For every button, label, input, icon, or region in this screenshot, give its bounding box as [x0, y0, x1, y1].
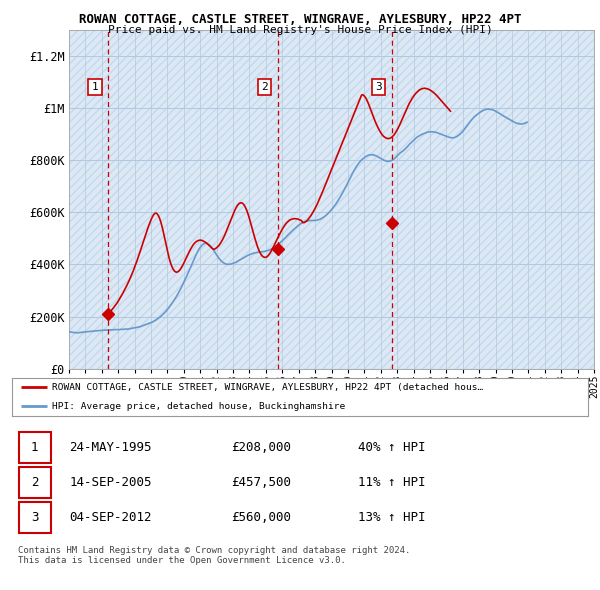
Text: 24-MAY-1995: 24-MAY-1995: [70, 441, 152, 454]
Text: 40% ↑ HPI: 40% ↑ HPI: [358, 441, 425, 454]
FancyBboxPatch shape: [19, 467, 50, 497]
Text: £208,000: £208,000: [231, 441, 291, 454]
Text: ROWAN COTTAGE, CASTLE STREET, WINGRAVE, AYLESBURY, HP22 4PT (detached hous…: ROWAN COTTAGE, CASTLE STREET, WINGRAVE, …: [52, 383, 484, 392]
Text: 3: 3: [375, 82, 382, 92]
Text: ROWAN COTTAGE, CASTLE STREET, WINGRAVE, AYLESBURY, HP22 4PT: ROWAN COTTAGE, CASTLE STREET, WINGRAVE, …: [79, 13, 521, 26]
Text: Price paid vs. HM Land Registry's House Price Index (HPI): Price paid vs. HM Land Registry's House …: [107, 25, 493, 35]
Text: Contains HM Land Registry data © Crown copyright and database right 2024.
This d: Contains HM Land Registry data © Crown c…: [18, 546, 410, 565]
Text: 11% ↑ HPI: 11% ↑ HPI: [358, 476, 425, 489]
Text: 1: 1: [92, 82, 98, 92]
FancyBboxPatch shape: [19, 502, 50, 533]
Text: 14-SEP-2005: 14-SEP-2005: [70, 476, 152, 489]
Text: 2: 2: [261, 82, 268, 92]
Text: £457,500: £457,500: [231, 476, 291, 489]
Text: 04-SEP-2012: 04-SEP-2012: [70, 511, 152, 524]
FancyBboxPatch shape: [19, 432, 50, 463]
Text: HPI: Average price, detached house, Buckinghamshire: HPI: Average price, detached house, Buck…: [52, 402, 346, 411]
Text: £560,000: £560,000: [231, 511, 291, 524]
Text: 1: 1: [31, 441, 38, 454]
Text: 2: 2: [31, 476, 38, 489]
Text: 3: 3: [31, 511, 38, 524]
Text: 13% ↑ HPI: 13% ↑ HPI: [358, 511, 425, 524]
